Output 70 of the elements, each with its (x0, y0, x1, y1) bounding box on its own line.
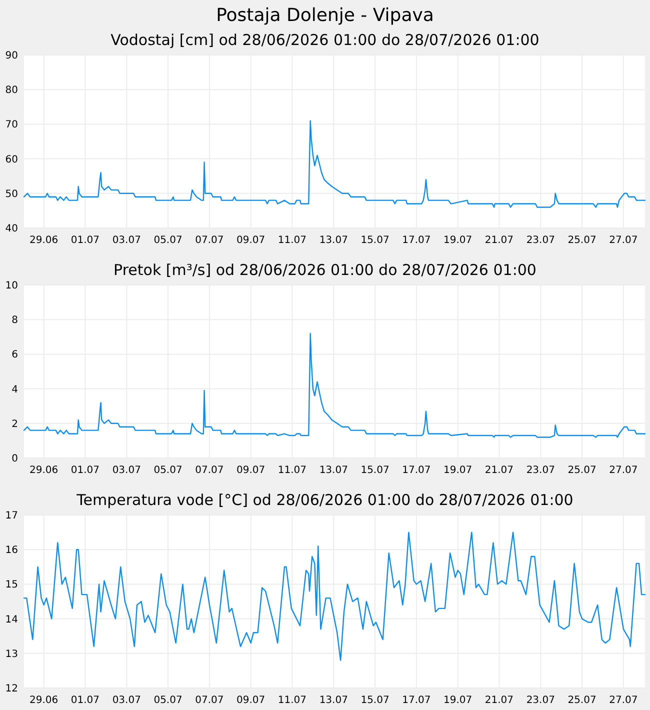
line-series (23, 532, 646, 661)
chart-title: Temperatura vode [°C] od 28/06/2026 01:00 do 28/07/2026 01:00 (76, 491, 574, 509)
x-tick-label: 19.07 (444, 465, 472, 476)
x-tick-label: 27.07 (609, 695, 638, 706)
x-tick-label: 25.07 (568, 695, 596, 706)
x-tick-label: 11.07 (278, 695, 307, 706)
x-tick-label: 17.07 (402, 695, 431, 706)
x-tick-label: 13.07 (319, 465, 348, 476)
x-tick-label: 03.07 (112, 465, 141, 476)
x-tick-label: 29.06 (30, 465, 58, 476)
y-tick-label: 15 (5, 580, 18, 591)
x-tick-label: 17.07 (402, 235, 431, 246)
chart-title: Postaja Dolenje - Vipava (216, 5, 434, 26)
x-tick-label: 21.07 (484, 465, 514, 476)
chart-subtitle: Vodostaj [cm] od 28/06/2026 01:00 do 28/07/2026 01:00 (110, 31, 540, 49)
y-tick-label: 14 (5, 614, 18, 626)
x-tick-label: 11.07 (278, 235, 307, 246)
y-tick-label: 10 (5, 280, 18, 292)
x-tick-label: 23.07 (526, 695, 555, 706)
y-tick-label: 50 (5, 188, 18, 200)
y-tick-label: 80 (5, 85, 18, 96)
chart-title: Pretok [m³/s] od 28/06/2026 01:00 do 28/07/2026 01:00 (114, 261, 536, 279)
x-tick-label: 15.07 (360, 235, 390, 246)
y-tick-label: 90 (5, 50, 18, 62)
x-tick-label: 01.07 (70, 695, 100, 706)
x-tick-label: 03.07 (112, 235, 141, 246)
x-tick-label: 17.07 (402, 465, 431, 476)
x-tick-label: 27.07 (609, 465, 638, 476)
y-tick-label: 60 (5, 154, 18, 166)
y-tick-label: 13 (5, 648, 18, 660)
x-tick-label: 21.07 (484, 235, 514, 246)
x-tick-label: 01.07 (70, 465, 100, 476)
y-tick-label: 40 (5, 224, 18, 234)
x-tick-label: 29.06 (30, 235, 58, 246)
x-tick-label: 09.07 (236, 465, 266, 476)
x-tick-label: 25.07 (568, 465, 596, 476)
x-tick-label: 13.07 (319, 235, 348, 246)
x-tick-label: 19.07 (444, 235, 472, 246)
y-tick-label: 4 (12, 384, 18, 396)
x-tick-label: 07.07 (195, 465, 224, 476)
line-series (23, 120, 646, 208)
y-tick-label: 0 (12, 454, 18, 464)
x-tick-label: 19.07 (444, 695, 472, 706)
line-series (23, 332, 646, 438)
x-tick-label: 05.07 (154, 695, 182, 706)
y-tick-label: 70 (5, 120, 18, 131)
y-tick-label: 12 (5, 684, 18, 694)
x-tick-label: 05.07 (154, 235, 182, 246)
x-tick-label: 27.07 (609, 235, 638, 246)
x-tick-label: 01.07 (70, 235, 100, 246)
x-tick-label: 29.06 (30, 695, 58, 706)
x-tick-label: 07.07 (195, 235, 224, 246)
x-tick-label: 07.07 (195, 695, 224, 706)
x-tick-label: 21.07 (484, 695, 514, 706)
y-tick-label: 17 (5, 510, 18, 522)
x-tick-label: 23.07 (526, 465, 555, 476)
y-tick-label: 16 (5, 545, 18, 556)
y-tick-label: 8 (12, 315, 18, 326)
x-tick-label: 09.07 (236, 695, 266, 706)
x-tick-label: 05.07 (154, 465, 182, 476)
x-tick-label: 11.07 (278, 465, 307, 476)
x-tick-label: 23.07 (526, 235, 555, 246)
x-tick-label: 15.07 (360, 465, 390, 476)
y-tick-label: 2 (12, 418, 18, 430)
x-tick-label: 13.07 (319, 695, 348, 706)
y-tick-label: 6 (12, 350, 18, 361)
x-tick-label: 25.07 (568, 235, 596, 246)
x-tick-label: 03.07 (112, 695, 141, 706)
x-tick-label: 09.07 (236, 235, 266, 246)
x-tick-label: 15.07 (360, 695, 390, 706)
